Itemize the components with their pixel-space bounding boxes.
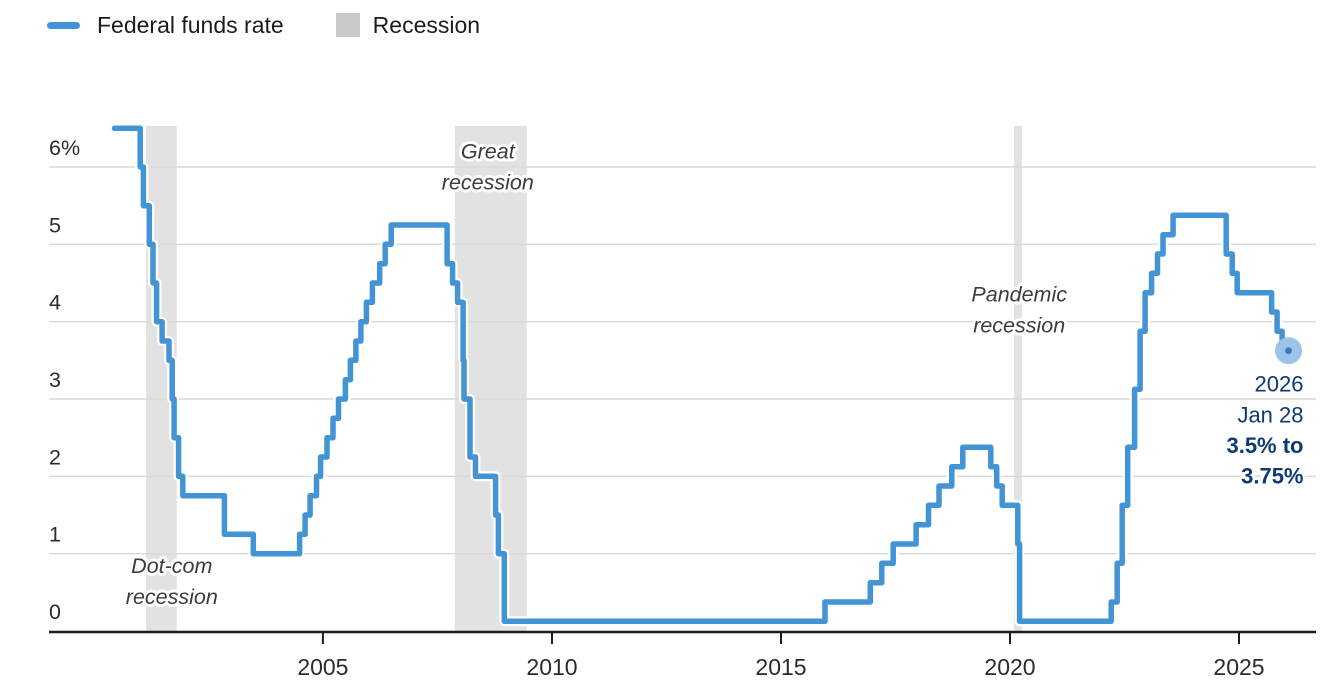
legend-item-federal-funds-rate: Federal funds rate — [47, 11, 284, 38]
legend-item-recession: Recession — [335, 11, 481, 38]
annotation-pandemic: Pandemic — [971, 283, 1067, 307]
end-label-line: 2026 — [1255, 372, 1304, 397]
recession-band — [1014, 126, 1022, 633]
y-tick-label: 1 — [49, 523, 61, 547]
legend: Federal funds rate Recession — [47, 13, 480, 37]
x-tick-label: 2010 — [526, 654, 577, 680]
end-point-dot-center — [1285, 347, 1292, 355]
end-label-line: 3.75% — [1241, 464, 1303, 489]
y-tick-label: 0 — [49, 600, 61, 624]
y-tick-label: 4 — [49, 291, 61, 315]
x-tick-label: 2005 — [297, 654, 348, 680]
annotation-recession: recession — [442, 171, 534, 195]
y-tick-label: 6% — [49, 136, 80, 160]
end-label-line: Jan 28 — [1237, 402, 1303, 427]
fed-funds-line — [111, 125, 1292, 625]
legend-label-federal-funds-rate: Federal funds rate — [97, 11, 284, 38]
x-tick-label: 2020 — [984, 654, 1035, 680]
annotation-recession: recession — [973, 314, 1065, 338]
line-swatch-icon — [47, 21, 80, 29]
x-tick-label: 2025 — [1213, 654, 1264, 680]
legend-label-recession: Recession — [372, 11, 481, 38]
y-tick-label: 5 — [49, 213, 61, 237]
annotation-great: Great — [461, 140, 516, 164]
recession-swatch-icon — [335, 13, 360, 37]
annotation-dot-com: Dot-com — [131, 554, 212, 578]
end-label-line: 3.5% to — [1226, 433, 1303, 458]
y-tick-label: 3 — [49, 368, 61, 392]
fed-funds-line-halo — [109, 123, 1294, 627]
annotation-recession: recession — [126, 585, 218, 609]
x-tick-label: 2015 — [755, 654, 806, 680]
y-tick-label: 2 — [49, 445, 61, 469]
